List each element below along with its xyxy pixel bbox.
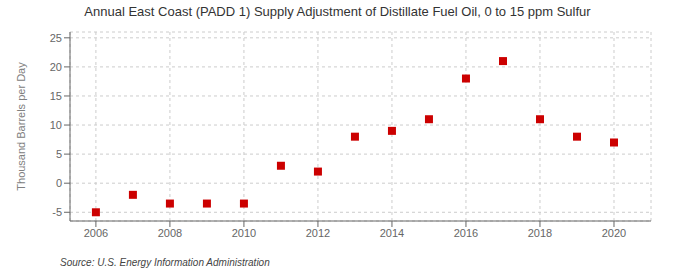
svg-text:10: 10 — [50, 119, 62, 131]
svg-text:0: 0 — [56, 177, 62, 189]
svg-text:5: 5 — [56, 148, 62, 160]
svg-text:Thousand Barrels per Day: Thousand Barrels per Day — [15, 62, 27, 191]
svg-text:2008: 2008 — [158, 227, 182, 239]
svg-text:2016: 2016 — [454, 227, 478, 239]
html-text:Source: U.S. Energy Informatio: Source: U.S. Energy Information Administ… — [60, 257, 270, 268]
svg-text:-5: -5 — [52, 206, 62, 218]
svg-text:2012: 2012 — [306, 227, 330, 239]
svg-text:15: 15 — [50, 90, 62, 102]
svg-text:2010: 2010 — [232, 227, 256, 239]
svg-text:2020: 2020 — [602, 227, 626, 239]
svg-text:2018: 2018 — [528, 227, 552, 239]
svg-text:2014: 2014 — [380, 227, 404, 239]
html-text:Annual East Coast (PADD 1) Sup: Annual East Coast (PADD 1) Supply Adjust… — [84, 4, 591, 19]
svg-text:20: 20 — [50, 61, 62, 73]
svg-text:2006: 2006 — [84, 227, 108, 239]
svg-text:25: 25 — [50, 32, 62, 44]
